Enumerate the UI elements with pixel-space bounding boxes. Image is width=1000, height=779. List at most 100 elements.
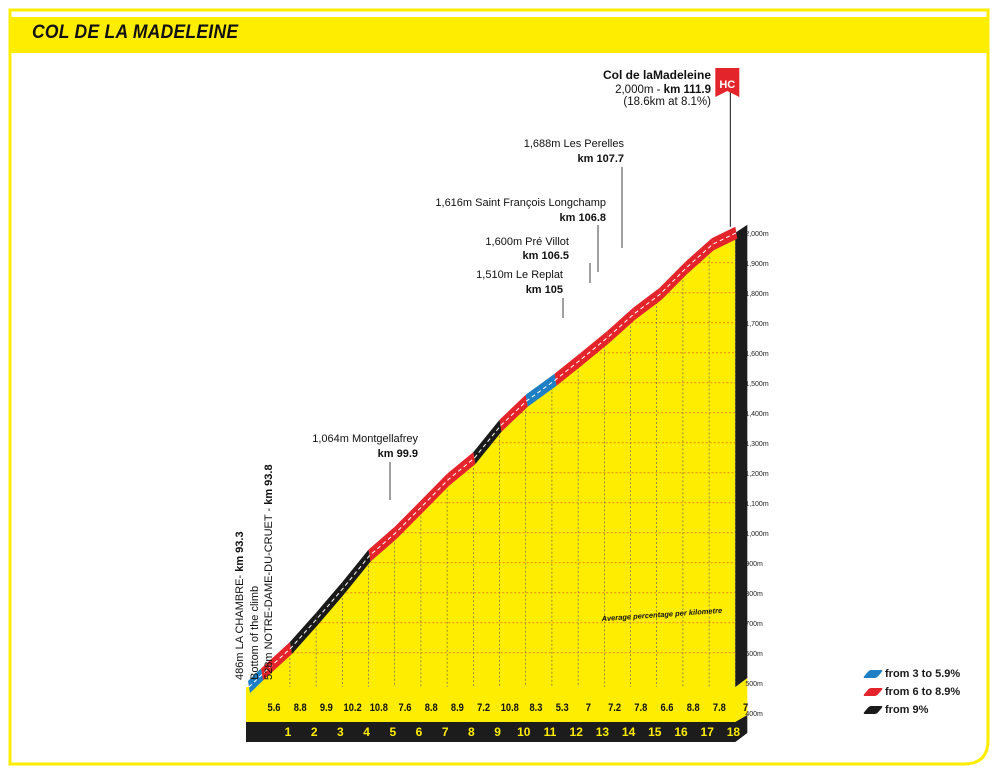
annotation-km: km 106.8 — [560, 212, 606, 224]
y-tick-label: 1,400m — [745, 411, 769, 418]
bottom-label-text: Bottom of the climb — [249, 586, 261, 680]
summit-name: Col de laMadeleine — [603, 68, 711, 82]
y-tick-label: 1,200m — [745, 471, 769, 478]
km-label: 4 — [363, 725, 370, 739]
y-tick-label: 2,000m — [745, 231, 769, 238]
km-label: 11 — [544, 725, 557, 739]
gradient-label: 7.8 — [634, 702, 647, 714]
summit-altitude-text: 2,000m - — [615, 84, 664, 96]
legend-swatch — [862, 670, 884, 679]
km-label: 2 — [311, 725, 318, 739]
profile-segment — [368, 526, 397, 562]
annotation-km: km 106.5 — [523, 250, 569, 262]
y-tick-label: 900m — [745, 561, 763, 568]
km-label: 9 — [494, 725, 501, 739]
gradient-label: 8.8 — [425, 702, 438, 714]
profile-area — [248, 232, 736, 688]
legend-label: from 3 to 5.9% — [885, 668, 961, 680]
summit-category: HC — [719, 79, 735, 91]
bottom-label: Bottom of the climb — [249, 586, 261, 680]
km-label: 14 — [622, 725, 636, 739]
gradient-label: 7.2 — [608, 702, 621, 714]
y-tick-label: 1,300m — [745, 441, 769, 448]
legend-swatch — [862, 706, 884, 715]
bottom-label-text: 528m NOTRE-DAME-DU-CRUET - — [263, 505, 275, 680]
gradient-label: 5.3 — [556, 702, 569, 714]
base-band-shadow — [246, 715, 748, 742]
y-tick-label: 800m — [745, 591, 763, 598]
y-tick-label: 1,800m — [745, 291, 769, 298]
title-bar — [10, 17, 988, 53]
summit-detail: (18.6km at 8.1%) — [623, 96, 711, 108]
gradient-label: 10.8 — [501, 702, 519, 714]
legend-swatch — [862, 688, 884, 697]
legend-label: from 6 to 8.9% — [885, 686, 961, 698]
gradient-label: 8.3 — [530, 702, 543, 714]
profile-segment — [554, 352, 583, 386]
gradient-label: 7 — [743, 702, 748, 714]
km-label: 12 — [570, 725, 584, 739]
km-label: 7 — [442, 725, 449, 739]
gradient-label: 9.9 — [320, 702, 333, 714]
annotation-km: km 107.7 — [578, 153, 624, 165]
legend-label: from 9% — [885, 704, 929, 716]
profile-segment — [316, 582, 345, 625]
bottom-label-km: km 93.3 — [234, 531, 246, 571]
km-label: 1 — [285, 725, 292, 739]
bottom-label: 528m NOTRE-DAME-DU-CRUET - km 93.8 — [263, 464, 275, 680]
km-label: 5 — [389, 725, 396, 739]
annotation-name: 1,616m Saint François Longchamp — [435, 197, 606, 209]
summit-km: km 111.9 — [664, 84, 711, 96]
gradient-label: 8.8 — [687, 702, 700, 714]
km-label: 16 — [674, 725, 688, 739]
y-tick-label: 700m — [745, 621, 763, 628]
km-label: 10 — [517, 725, 531, 739]
legend-item-red: from 6 to 8.9% — [862, 686, 961, 698]
gradient-label: 7.6 — [399, 702, 412, 714]
y-tick-label: 1,900m — [745, 261, 769, 268]
gradient-label: 10.2 — [344, 702, 362, 714]
km-label: 18 — [727, 725, 741, 739]
bottom-label: 486m LA CHAMBRE- km 93.3 — [234, 531, 246, 680]
y-tick-label: 400m — [745, 711, 763, 718]
profile-side-face — [735, 224, 748, 688]
y-tick-label: 1,500m — [745, 381, 769, 388]
summit-flag — [715, 68, 740, 97]
km-label: 6 — [416, 725, 423, 739]
y-tick-label: 1,000m — [745, 531, 769, 538]
profile-segment — [473, 419, 502, 465]
km-label: 13 — [596, 725, 610, 739]
y-tick-label: 1,600m — [745, 351, 769, 358]
bottom-label-text: 486m LA CHAMBRE- — [234, 572, 246, 680]
gradient-label: 7 — [586, 702, 591, 714]
y-tick-label: 500m — [745, 681, 763, 688]
gradient-label: 10.8 — [370, 702, 388, 714]
y-tick-label: 600m — [745, 651, 763, 658]
summit-altitude: 2,000m - km 111.9 — [615, 84, 711, 96]
profile-segment — [711, 226, 738, 251]
gradient-label: 8.9 — [451, 702, 464, 714]
legend-item-blue: from 3 to 5.9% — [862, 668, 961, 680]
gradient-label: 8.8 — [294, 702, 307, 714]
y-tick-label: 1,700m — [745, 321, 769, 328]
annotation-name: 1,064m Montgellafrey — [312, 433, 418, 445]
annotation-km: km 105 — [526, 284, 563, 296]
chart-title: COL DE LA MADELEINE — [32, 22, 239, 43]
gradient-label: 6.6 — [661, 702, 674, 714]
km-label: 15 — [648, 725, 662, 739]
profile-segment — [525, 373, 557, 407]
annotation-name: 1,510m Le Replat — [476, 269, 563, 281]
legend-item-black: from 9% — [862, 704, 929, 716]
gradient-label: 7.2 — [477, 702, 490, 714]
km-label: 3 — [337, 725, 344, 739]
km-label: 8 — [468, 725, 475, 739]
km-label: 17 — [701, 725, 715, 739]
annotation-name: 1,600m Pré Villot — [485, 236, 569, 248]
gradient-label: 5.6 — [268, 702, 281, 714]
annotation-name: 1,688m Les Perelles — [524, 138, 625, 150]
gradient-label: 7.8 — [713, 702, 726, 714]
y-tick-label: 1,100m — [745, 501, 769, 508]
profile-segment — [289, 612, 319, 654]
annotation-km: km 99.9 — [378, 448, 418, 460]
